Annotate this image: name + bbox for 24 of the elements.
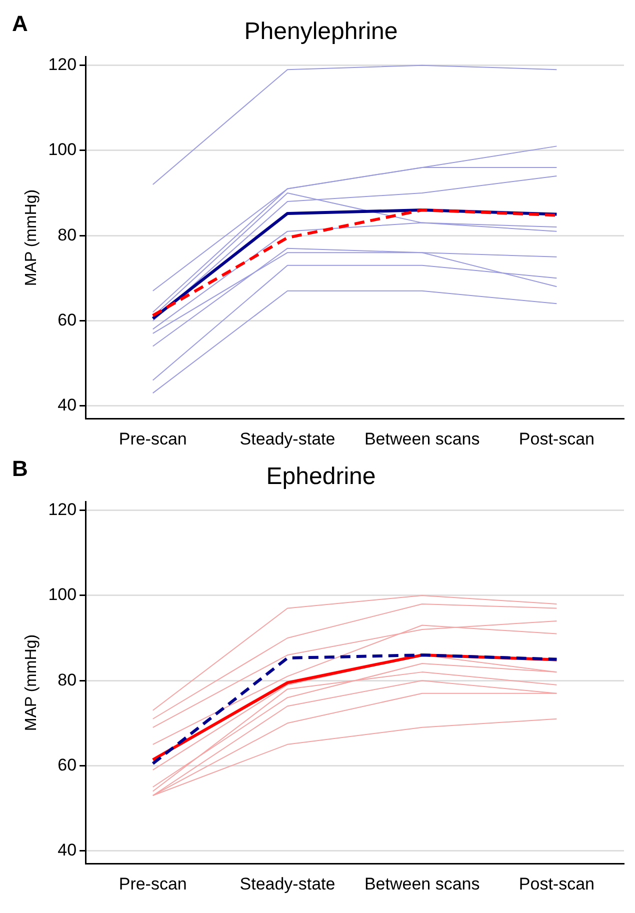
- x-tick-label: Pre-scan: [118, 874, 187, 894]
- text: B: [12, 456, 28, 482]
- chart-title: Phenylephrine: [244, 18, 398, 46]
- y-tick-label: 40: [58, 396, 77, 415]
- text: A: [12, 11, 28, 36]
- x-tick-label: Between scans: [364, 429, 480, 448]
- x-tick-label: Steady-state: [240, 874, 336, 894]
- y-tick-label: 100: [48, 140, 77, 160]
- y-tick-label: 40: [58, 840, 77, 860]
- y-tick-label: 60: [58, 755, 77, 774]
- chart-title: Ephedrine: [266, 463, 376, 490]
- y-tick-label: 120: [48, 55, 77, 74]
- y-tick-label: 80: [58, 225, 77, 244]
- x-tick-label: Pre-scan: [118, 429, 187, 448]
- y-axis-title: MAP (mmHg): [23, 634, 40, 731]
- x-tick-label: Steady-state: [240, 429, 336, 448]
- y-tick-label: 120: [48, 500, 77, 519]
- x-tick-label: Between scans: [364, 874, 480, 894]
- x-tick-label: Post-scan: [518, 874, 594, 894]
- x-tick-label: Post-scan: [518, 429, 594, 448]
- y-axis-title: MAP (mmHg): [23, 189, 40, 286]
- y-tick-label: 100: [48, 585, 77, 604]
- y-tick-label: 80: [58, 670, 77, 690]
- y-tick-label: 60: [58, 310, 77, 330]
